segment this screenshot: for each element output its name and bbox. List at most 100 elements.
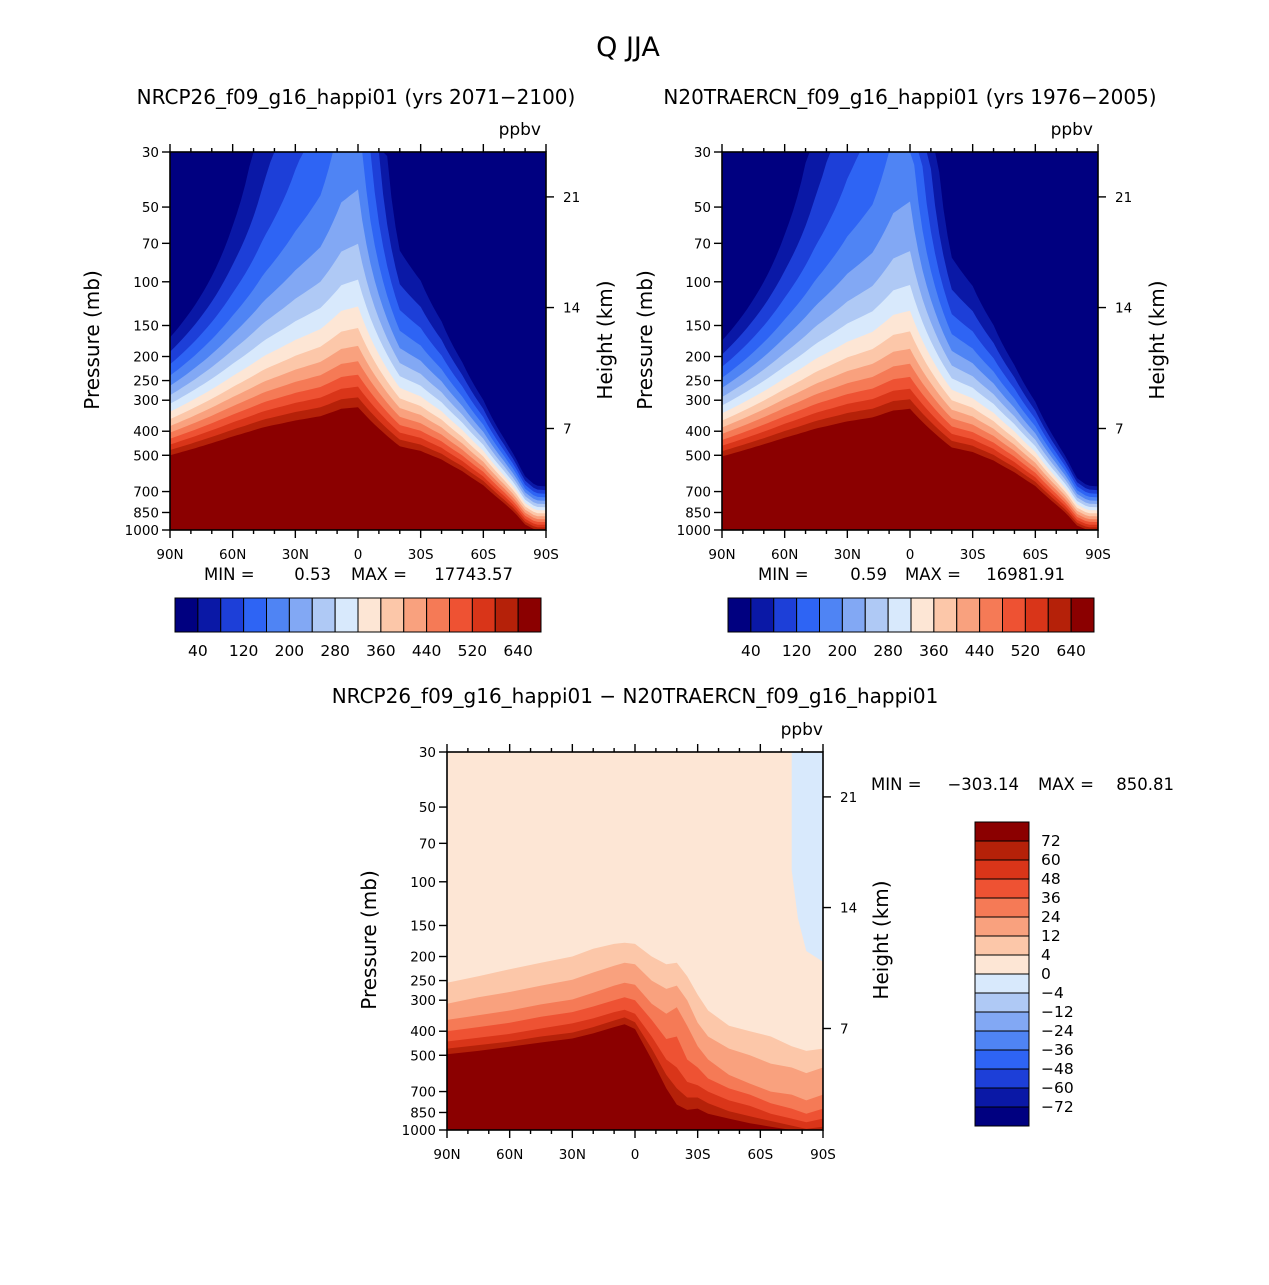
y-tick-label: 30 [142, 145, 159, 161]
x-tick-label: 60S [470, 547, 496, 563]
colorbar-label: 280 [320, 642, 350, 660]
height-tick-label: 21 [840, 790, 857, 806]
colorbar-box [974, 1049, 1030, 1070]
y-tick-label: 100 [685, 275, 711, 291]
x-tick-label: 30S [960, 547, 986, 563]
x-tick-label: 0 [631, 1147, 640, 1163]
panel-right-max-value: 16981.91 [986, 565, 1065, 584]
y-tick-label: 700 [410, 1085, 436, 1101]
height-tick-label: 14 [1115, 301, 1132, 317]
panel-difference-min-label: MIN = [871, 775, 922, 794]
colorbar-box [517, 597, 542, 633]
colorbar-box [974, 878, 1030, 899]
colorbar-box [334, 597, 359, 633]
colorbar-label: 12 [1041, 927, 1061, 945]
y-tick-label: 850 [410, 1105, 436, 1121]
y-tick-label: 100 [133, 275, 159, 291]
panel-left-title: NRCP26_f09_g16_happi01 (yrs 2071−2100) [137, 85, 576, 109]
panel-difference-ylabel-right: Height (km) [869, 880, 893, 999]
panel-right-title: N20TRAERCN_f09_g16_happi01 (yrs 1976−200… [663, 85, 1156, 109]
contour-band-negative [791, 752, 823, 962]
height-tick-label: 14 [563, 301, 580, 317]
panel-left-min-value: 0.53 [294, 565, 331, 584]
colorbar-box [974, 1030, 1030, 1051]
y-tick-label: 70 [419, 836, 436, 852]
colorbar-box [773, 597, 798, 633]
y-tick-label: 50 [419, 800, 436, 816]
panel-right-plot: 305070100150200250300400500700850100090N… [677, 144, 1132, 563]
colorbar-box [974, 840, 1030, 861]
height-tick-label: 21 [563, 190, 580, 206]
height-tick-label: 21 [1115, 190, 1132, 206]
y-tick-label: 700 [133, 485, 159, 501]
y-tick-label: 850 [685, 505, 711, 521]
colorbar-box [956, 597, 981, 633]
y-tick-label: 500 [133, 448, 159, 464]
panel-difference-min-value: −303.14 [947, 775, 1019, 794]
x-tick-label: 90S [810, 1147, 836, 1163]
panel-left-ylabel: Pressure (mb) [80, 270, 104, 410]
y-tick-label: 250 [133, 374, 159, 390]
x-tick-label: 60N [219, 547, 246, 563]
y-tick-label: 150 [685, 318, 711, 334]
colorbar-label: 440 [965, 642, 995, 660]
y-tick-label: 200 [410, 950, 436, 966]
colorbar-box [887, 597, 912, 633]
colorbar-box [1002, 597, 1026, 633]
colorbar-box [403, 597, 428, 633]
x-tick-label: 60S [1022, 547, 1048, 563]
contour-fill [722, 152, 1098, 530]
colorbar-label: 360 [366, 642, 396, 660]
panel-right-ylabel-right: Height (km) [1145, 280, 1169, 399]
panel-left-max-label: MAX = [351, 565, 407, 584]
colorbar-box [841, 597, 866, 633]
contour-band [447, 1029, 758, 1130]
colorbar-box [1047, 597, 1072, 633]
x-tick-label: 90S [533, 547, 559, 563]
colorbar-box [1024, 597, 1049, 633]
height-tick-label: 7 [840, 1021, 849, 1037]
colorbar-label: −60 [1041, 1079, 1074, 1097]
y-tick-label: 1000 [402, 1123, 436, 1139]
panel-left-units: ppbv [499, 120, 541, 140]
colorbar-label: 520 [458, 642, 488, 660]
panel-left-ylabel-right: Height (km) [593, 280, 617, 399]
colorbar-box [380, 597, 405, 633]
colorbar-box [357, 597, 382, 633]
colorbar-box [974, 954, 1030, 975]
colorbar-label: 4 [1041, 946, 1051, 964]
x-tick-label: 0 [906, 547, 915, 563]
colorbar-label: −4 [1041, 984, 1064, 1002]
colorbar-box [974, 897, 1030, 918]
colorbar-box [979, 597, 1003, 633]
y-tick-label: 400 [410, 1024, 436, 1040]
colorbar-box [974, 935, 1030, 956]
panel-right: N20TRAERCN_f09_g16_happi01 (yrs 1976−200… [633, 85, 1169, 660]
y-tick-label: 500 [410, 1048, 436, 1064]
y-tick-label: 200 [133, 350, 159, 366]
y-tick-label: 300 [685, 393, 711, 409]
panel-right-min-label: MIN = [758, 565, 809, 584]
colorbar-box [471, 597, 496, 633]
colorbar-label: 200 [275, 642, 305, 660]
colorbar-label: 24 [1041, 908, 1061, 926]
panel-left-plot: 305070100150200250300400500700850100090N… [125, 144, 580, 563]
colorbar-label: 280 [873, 642, 903, 660]
colorbar-box [796, 597, 820, 633]
height-tick-label: 7 [563, 421, 572, 437]
colorbar-label: 120 [782, 642, 812, 660]
height-tick-label: 7 [1115, 421, 1124, 437]
colorbar-label: −24 [1041, 1022, 1074, 1040]
x-tick-label: 30N [282, 547, 309, 563]
x-tick-label: 90N [433, 1147, 460, 1163]
colorbar-label: 60 [1041, 851, 1061, 869]
panel-left-min-label: MIN = [204, 565, 255, 584]
panel-right-min-value: 0.59 [850, 565, 887, 584]
panel-right-max-label: MAX = [905, 565, 961, 584]
y-tick-label: 70 [142, 236, 159, 252]
y-tick-label: 50 [142, 200, 159, 216]
x-tick-label: 30N [559, 1147, 586, 1163]
colorbar-label: −72 [1041, 1098, 1074, 1116]
colorbar-box [974, 1011, 1030, 1032]
